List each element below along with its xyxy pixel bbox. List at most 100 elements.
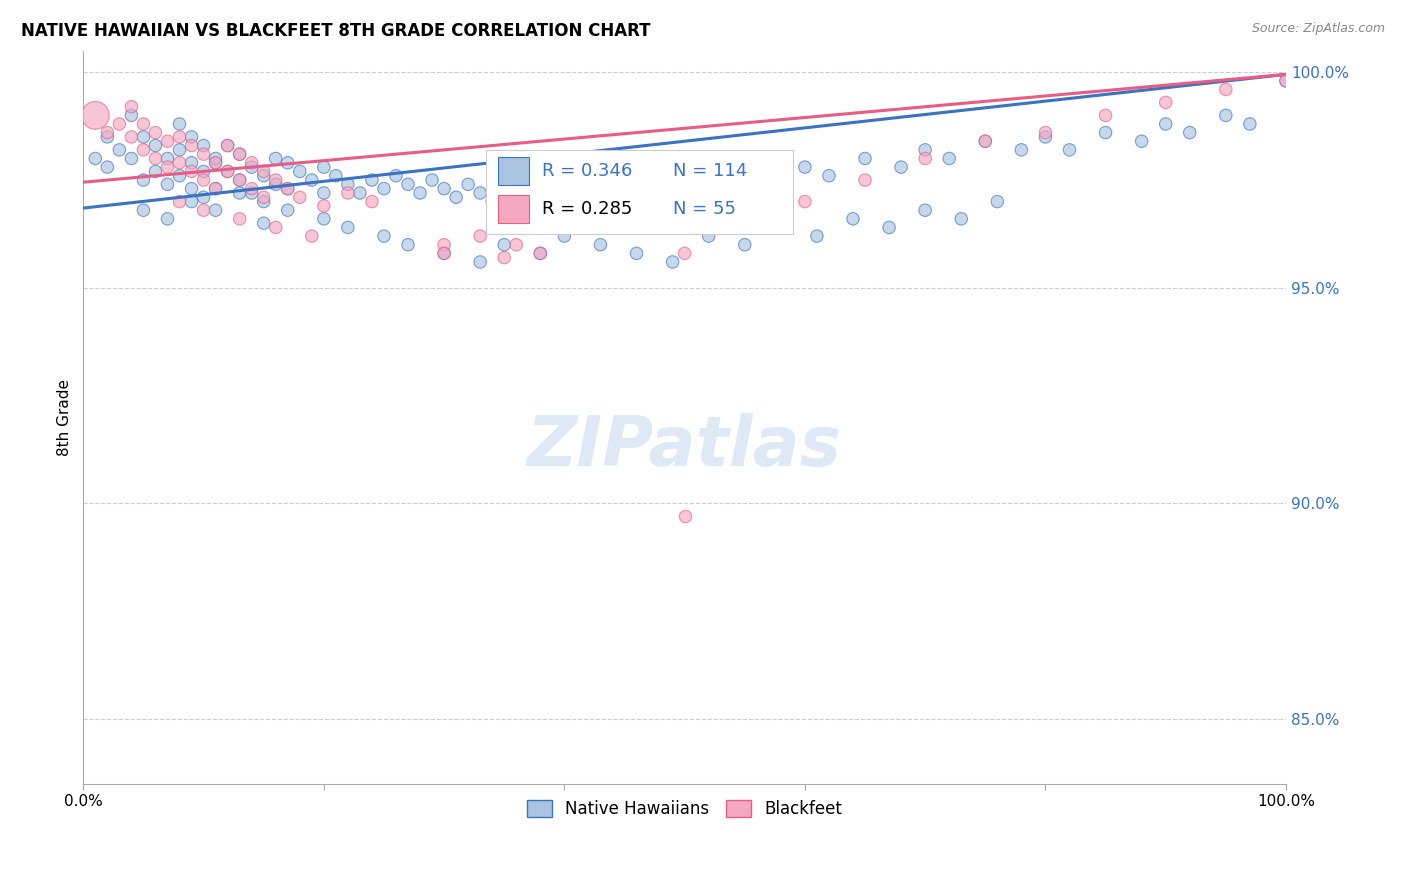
Point [193,164,215,178]
Point [349,186,371,200]
Point [578,173,600,187]
Point [505,190,527,204]
Point [193,138,215,153]
Point [180,182,202,196]
Point [217,138,239,153]
Point [264,173,287,187]
Point [420,173,443,187]
Text: R = 0.285: R = 0.285 [541,200,631,218]
Point [602,178,624,192]
Point [1178,126,1201,140]
Point [277,182,299,196]
Point [986,194,1008,209]
Point [433,246,456,260]
Point [145,126,167,140]
Point [132,203,155,218]
Point [1154,95,1177,110]
Point [264,220,287,235]
Point [1010,143,1032,157]
Point [361,194,384,209]
Point [494,182,516,196]
Point [697,160,720,174]
Point [793,194,815,209]
Point [336,178,359,192]
Point [240,186,263,200]
Point [361,173,384,187]
Point [96,129,118,144]
Point [626,246,648,260]
Point [853,152,876,166]
Point [264,178,287,192]
Point [494,251,516,265]
Point [1035,129,1057,144]
Point [396,178,419,192]
Point [228,186,250,200]
Point [145,152,167,166]
Point [228,211,250,226]
Point [301,173,323,187]
Point [277,156,299,170]
Point [156,178,179,192]
Point [470,255,492,269]
Point [193,173,215,187]
Point [553,229,575,244]
Point [1059,143,1081,157]
Point [217,138,239,153]
Point [938,152,960,166]
Point [494,237,516,252]
Point [108,117,131,131]
Text: NATIVE HAWAIIAN VS BLACKFEET 8TH GRADE CORRELATION CHART: NATIVE HAWAIIAN VS BLACKFEET 8TH GRADE C… [21,22,651,40]
Text: R = 0.346: R = 0.346 [541,162,631,180]
Point [481,194,503,209]
Point [217,164,239,178]
Point [193,203,215,218]
Point [1130,134,1153,148]
Point [253,169,276,183]
Point [1275,74,1298,88]
Point [336,186,359,200]
Point [529,186,551,200]
Point [373,182,395,196]
Point [589,237,612,252]
Point [650,194,672,209]
Point [974,134,997,148]
Point [433,246,456,260]
Point [396,237,419,252]
Point [228,173,250,187]
Point [204,152,226,166]
Point [734,169,756,183]
Point [253,194,276,209]
Point [108,143,131,157]
Point [914,152,936,166]
Point [228,147,250,161]
Point [253,190,276,204]
Point [217,164,239,178]
Point [96,160,118,174]
Point [204,156,226,170]
Point [253,164,276,178]
Point [169,143,191,157]
Point [169,169,191,183]
Point [156,134,179,148]
Point [553,164,575,178]
Point [312,186,335,200]
Point [470,186,492,200]
Point [120,129,142,144]
Point [806,229,828,244]
Point [240,160,263,174]
Legend: Native Hawaiians, Blackfeet: Native Hawaiians, Blackfeet [519,792,851,827]
Point [1239,117,1261,131]
Point [697,229,720,244]
Point [673,173,696,187]
Y-axis label: 8th Grade: 8th Grade [58,379,72,456]
Point [565,186,588,200]
Point [312,211,335,226]
Point [301,229,323,244]
Point [145,164,167,178]
Text: ZIPatlas: ZIPatlas [527,413,842,480]
Point [156,160,179,174]
Point [180,156,202,170]
Point [974,134,997,148]
Point [1275,74,1298,88]
Point [145,138,167,153]
